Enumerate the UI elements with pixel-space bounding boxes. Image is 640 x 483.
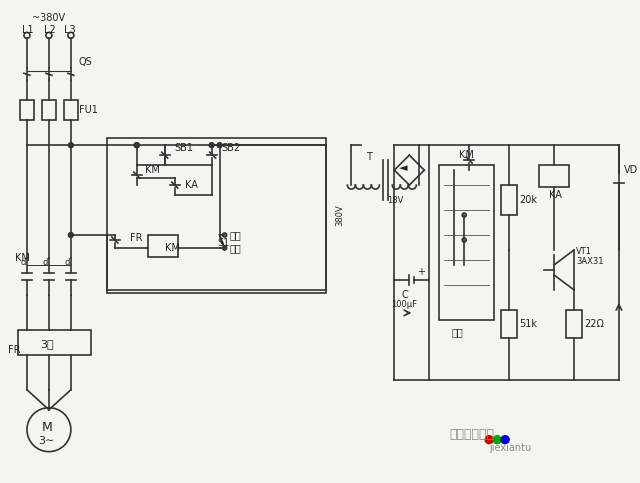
Text: FR: FR	[8, 345, 20, 355]
Text: VT1: VT1	[576, 247, 592, 256]
Text: SB2: SB2	[221, 143, 241, 153]
Text: 18V: 18V	[387, 196, 404, 205]
Text: VD: VD	[624, 165, 638, 175]
Text: ~380V: ~380V	[32, 14, 65, 23]
Circle shape	[68, 232, 74, 238]
Text: KM: KM	[145, 165, 159, 175]
Circle shape	[68, 142, 74, 148]
Bar	[501, 310, 517, 338]
Bar	[20, 100, 34, 120]
Text: KM: KM	[164, 243, 180, 253]
Bar	[148, 235, 178, 257]
Text: 100μF: 100μF	[391, 300, 417, 310]
Text: L2: L2	[44, 26, 56, 35]
Text: C: C	[401, 290, 408, 300]
Circle shape	[217, 142, 222, 148]
Bar	[539, 165, 569, 187]
Bar	[64, 100, 78, 120]
Text: 22Ω: 22Ω	[584, 319, 604, 329]
Text: QS: QS	[79, 57, 93, 67]
Bar	[42, 100, 56, 120]
Text: 3AX31: 3AX31	[576, 257, 604, 267]
Circle shape	[501, 436, 509, 444]
Bar	[566, 310, 582, 338]
Bar	[107, 138, 326, 293]
Text: 水箱: 水箱	[451, 327, 463, 337]
Text: S1: S1	[218, 238, 230, 248]
Text: 3∼: 3∼	[38, 436, 54, 446]
Text: KA: KA	[185, 180, 198, 190]
Text: 自动: 自动	[230, 230, 241, 240]
Text: L3: L3	[64, 26, 76, 35]
Text: 手动: 手动	[230, 243, 241, 253]
Text: L1: L1	[22, 26, 33, 35]
Text: KM: KM	[460, 150, 474, 160]
Text: SB1: SB1	[175, 143, 194, 153]
Text: ◄: ◄	[399, 163, 408, 173]
Text: jiexiantu: jiexiantu	[489, 442, 531, 453]
Text: 3小: 3小	[40, 339, 54, 349]
Text: +: +	[417, 267, 426, 277]
Text: T: T	[366, 152, 372, 162]
Bar	[18, 330, 91, 355]
Circle shape	[493, 436, 501, 444]
Circle shape	[209, 142, 214, 148]
Text: KA: KA	[549, 190, 562, 200]
Bar	[439, 165, 494, 320]
Text: 头条电工技术: 头条电工技术	[449, 428, 494, 441]
Circle shape	[134, 142, 140, 148]
Text: 51k: 51k	[519, 319, 537, 329]
Text: 20k: 20k	[519, 195, 537, 205]
Text: FU1: FU1	[79, 105, 98, 115]
Circle shape	[134, 142, 140, 148]
Bar	[501, 185, 517, 215]
Text: d: d	[65, 258, 70, 268]
Text: FR: FR	[130, 233, 142, 243]
Text: KM: KM	[15, 253, 30, 263]
Text: M: M	[42, 421, 52, 434]
Text: d: d	[43, 258, 48, 268]
Text: 380V: 380V	[335, 204, 344, 226]
Circle shape	[485, 436, 493, 444]
Text: d: d	[21, 258, 26, 268]
